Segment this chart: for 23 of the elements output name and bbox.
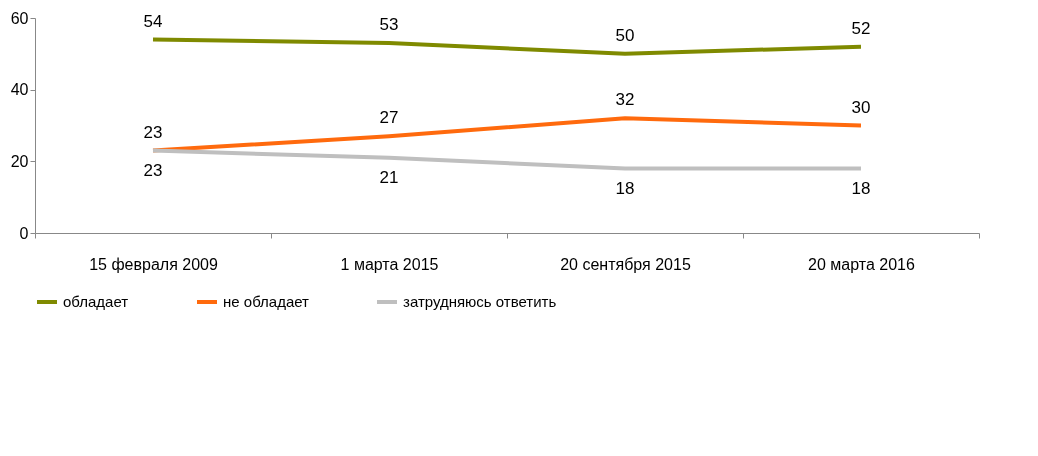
data-label: 50 <box>615 25 635 45</box>
y-tick-label: 0 <box>19 224 29 242</box>
legend-label: не обладает <box>223 293 310 310</box>
x-tick-label: 20 сентября 2015 <box>560 255 691 273</box>
data-label: 18 <box>615 178 635 198</box>
data-label: 21 <box>379 167 399 187</box>
data-label: 23 <box>143 122 163 142</box>
data-label: 23 <box>143 160 163 180</box>
x-tick-label: 20 марта 2016 <box>808 255 915 273</box>
y-tick-label: 20 <box>10 152 29 170</box>
data-label: 30 <box>851 97 871 117</box>
y-tick-label: 40 <box>10 81 29 99</box>
y-tick-label: 60 <box>10 9 29 27</box>
data-label: 54 <box>143 11 163 31</box>
legend-label: обладает <box>63 293 129 310</box>
legend-label: затрудняюсь ответить <box>403 293 557 310</box>
x-tick-label: 1 марта 2015 <box>340 255 439 273</box>
data-label: 27 <box>379 108 399 128</box>
data-label: 32 <box>615 90 635 110</box>
data-label: 18 <box>851 178 871 198</box>
data-label: 52 <box>851 18 871 38</box>
x-tick-label: 15 февраля 2009 <box>89 255 218 273</box>
data-label: 53 <box>379 15 399 35</box>
